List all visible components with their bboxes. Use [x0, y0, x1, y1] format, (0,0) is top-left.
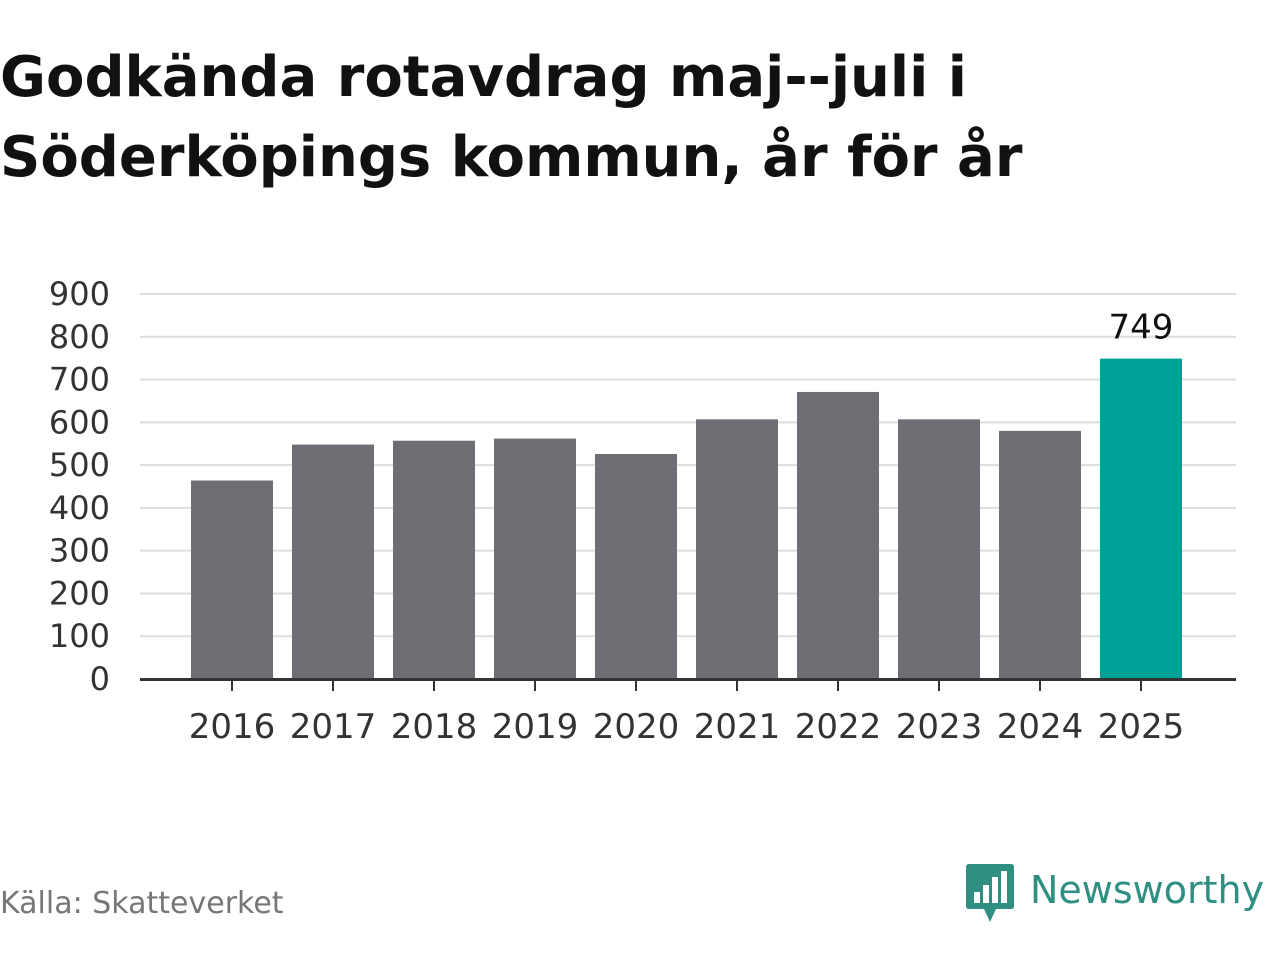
bar-2023 — [898, 419, 980, 679]
bar-2020 — [595, 453, 677, 679]
x-tick-label: 2020 — [593, 707, 680, 747]
bar-2021 — [696, 419, 778, 679]
y-tick-label: 200 — [49, 574, 110, 612]
newsworthy-logo-icon — [966, 864, 1014, 922]
bar-2022 — [797, 391, 879, 679]
y-tick-label: 700 — [49, 361, 110, 399]
x-axis — [140, 678, 1236, 691]
x-tick-label: 2017 — [290, 707, 377, 747]
bar-2016 — [191, 480, 273, 679]
y-tick-label: 600 — [49, 403, 110, 441]
x-tick-label: 2025 — [1098, 707, 1185, 747]
bars — [191, 358, 1182, 679]
y-tick-label: 800 — [49, 318, 110, 356]
y-tick-label: 900 — [49, 275, 110, 313]
data-labels: 749 — [1109, 308, 1174, 348]
y-tick-label: 400 — [49, 489, 110, 527]
x-tick-label: 2023 — [896, 707, 983, 747]
source-note: Källa: Skatteverket — [0, 886, 284, 921]
y-tick-label: 300 — [49, 532, 110, 570]
data-label: 749 — [1109, 308, 1174, 348]
x-tick-label: 2024 — [997, 707, 1084, 747]
brand-name: Newsworthy — [1030, 868, 1265, 912]
brand-logo: Newsworthy — [964, 862, 1264, 926]
x-tick-label: 2022 — [795, 707, 882, 747]
bar-2019 — [494, 438, 576, 679]
x-tick-label: 2016 — [189, 707, 276, 747]
y-axis-tick-labels: 0 100 200 300 400 500 600 700 800 900 — [49, 275, 110, 698]
y-tick-label: 500 — [49, 446, 110, 484]
bar-2017 — [292, 444, 374, 679]
bar-2018 — [393, 440, 475, 679]
bar-2024 — [999, 430, 1081, 679]
x-tick-label: 2018 — [391, 707, 478, 747]
x-axis-tick-labels: 2016 2017 2018 2019 2020 2021 2022 2023 2024 2025 — [189, 707, 1185, 747]
y-tick-label: 0 — [90, 660, 110, 698]
y-tick-label: 100 — [49, 617, 110, 655]
x-tick-label: 2021 — [694, 707, 781, 747]
x-tick-label: 2019 — [492, 707, 579, 747]
chart-title: Godkända rotavdrag maj--juli i Söderköpi… — [0, 45, 1023, 190]
bar-2025 — [1100, 358, 1182, 679]
